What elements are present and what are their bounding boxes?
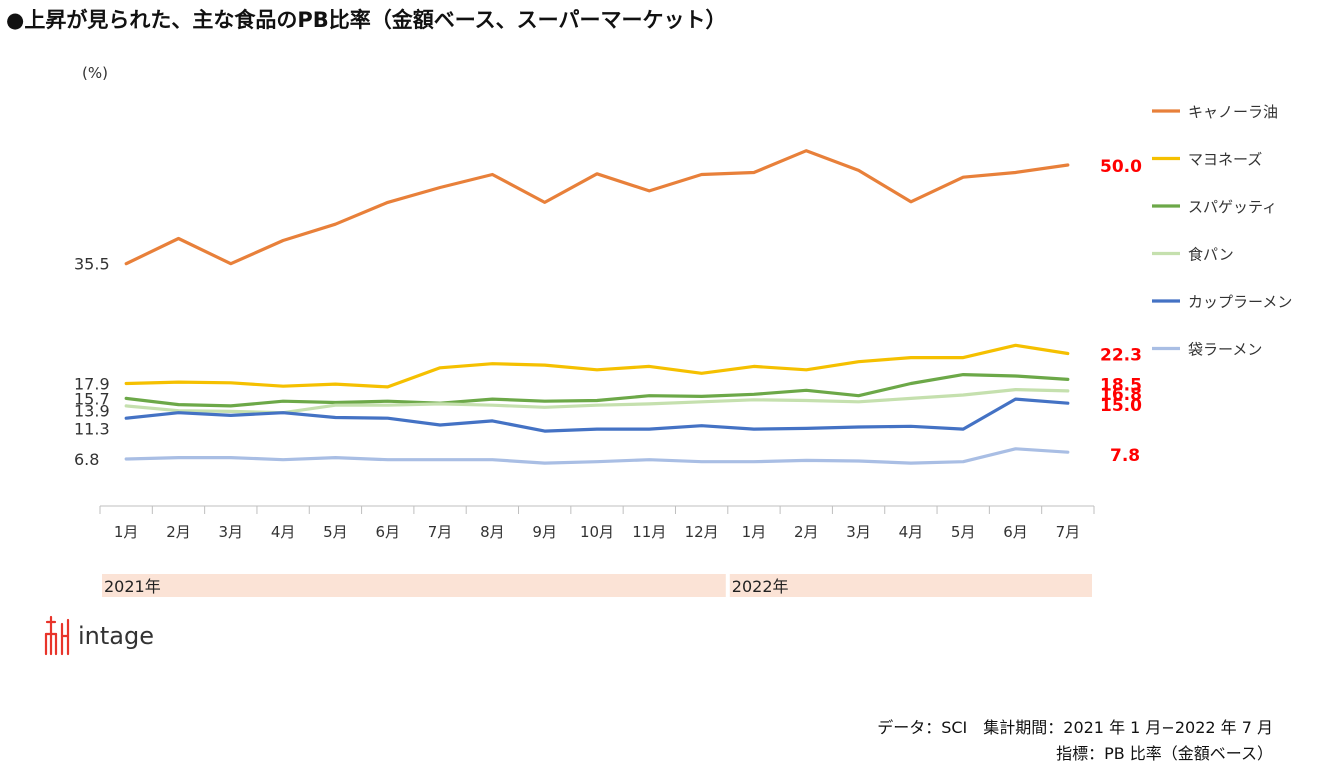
y-tick-label: 13.9 [74,402,110,421]
series-line [124,397,1070,433]
footnote-source: データ：SCI 集計期間：2021 年 1 月−2022 年 7 月 [877,718,1273,737]
x-tick-label: 11月 [632,523,666,541]
x-tick-label: 6月 [375,523,400,541]
end-value-label: 50.0 [1100,157,1142,177]
y-tick-label: 17.9 [74,374,110,393]
y-tick-label: 6.8 [74,450,99,469]
x-tick-label: 10月 [580,523,614,541]
x-tick-label: 4月 [271,523,296,541]
series-line [124,149,1070,266]
x-tick-label: 4月 [899,523,924,541]
legend-label: カップラーメン [1188,293,1292,311]
end-value-label: 16.8 [1100,385,1142,405]
x-tick-label: 12月 [685,523,719,541]
series-line [124,373,1070,408]
x-tick-label: 3月 [219,523,244,541]
x-tick-label: 8月 [480,523,505,541]
end-value-label: 15.0 [1100,396,1142,416]
x-tick-label: 7月 [428,523,453,541]
legend-label: マヨネーズ [1188,151,1262,169]
end-value-label: 22.3 [1100,346,1142,366]
year-band [102,574,726,597]
legend-label: 食パン [1188,246,1234,264]
legend-label: キャノーラ油 [1188,103,1278,121]
end-value-label: 18.5 [1100,375,1142,395]
x-tick-label: 9月 [532,523,557,541]
intage-mark-icon [44,615,70,656]
year-band-label: 2022年 [732,577,789,596]
y-tick-label: 15.7 [74,389,110,408]
y-tick-label: 35.5 [74,255,110,274]
x-tick-label: 2月 [166,523,191,541]
intage-logo: intage [42,614,154,658]
end-value-label: 7.8 [1110,446,1140,466]
x-tick-label: 7月 [1056,523,1081,541]
series-line [124,343,1070,389]
x-tick-label: 5月 [323,523,348,541]
series-line [124,447,1070,465]
y-unit-label: (%) [82,64,108,82]
chart-title: ●上昇が見られた、主な食品のPB比率（金額ベース、スーパーマーケット） [6,8,727,32]
x-tick-label: 1月 [114,523,139,541]
year-band [729,574,1092,597]
legend-label: 袋ラーメン [1188,341,1262,359]
x-tick-label: 3月 [846,523,871,541]
x-tick-label: 2月 [794,523,819,541]
x-tick-label: 5月 [951,523,976,541]
legend-label: スパゲッティ [1188,198,1277,216]
y-tick-label: 11.3 [74,419,110,438]
x-tick-label: 6月 [1003,523,1028,541]
logo-text: intage [78,622,154,650]
x-tick-label: 1月 [742,523,767,541]
footnote-indicator: 指標：PB 比率（金額ベース） [1056,744,1273,763]
year-band-label: 2021年 [104,577,161,596]
